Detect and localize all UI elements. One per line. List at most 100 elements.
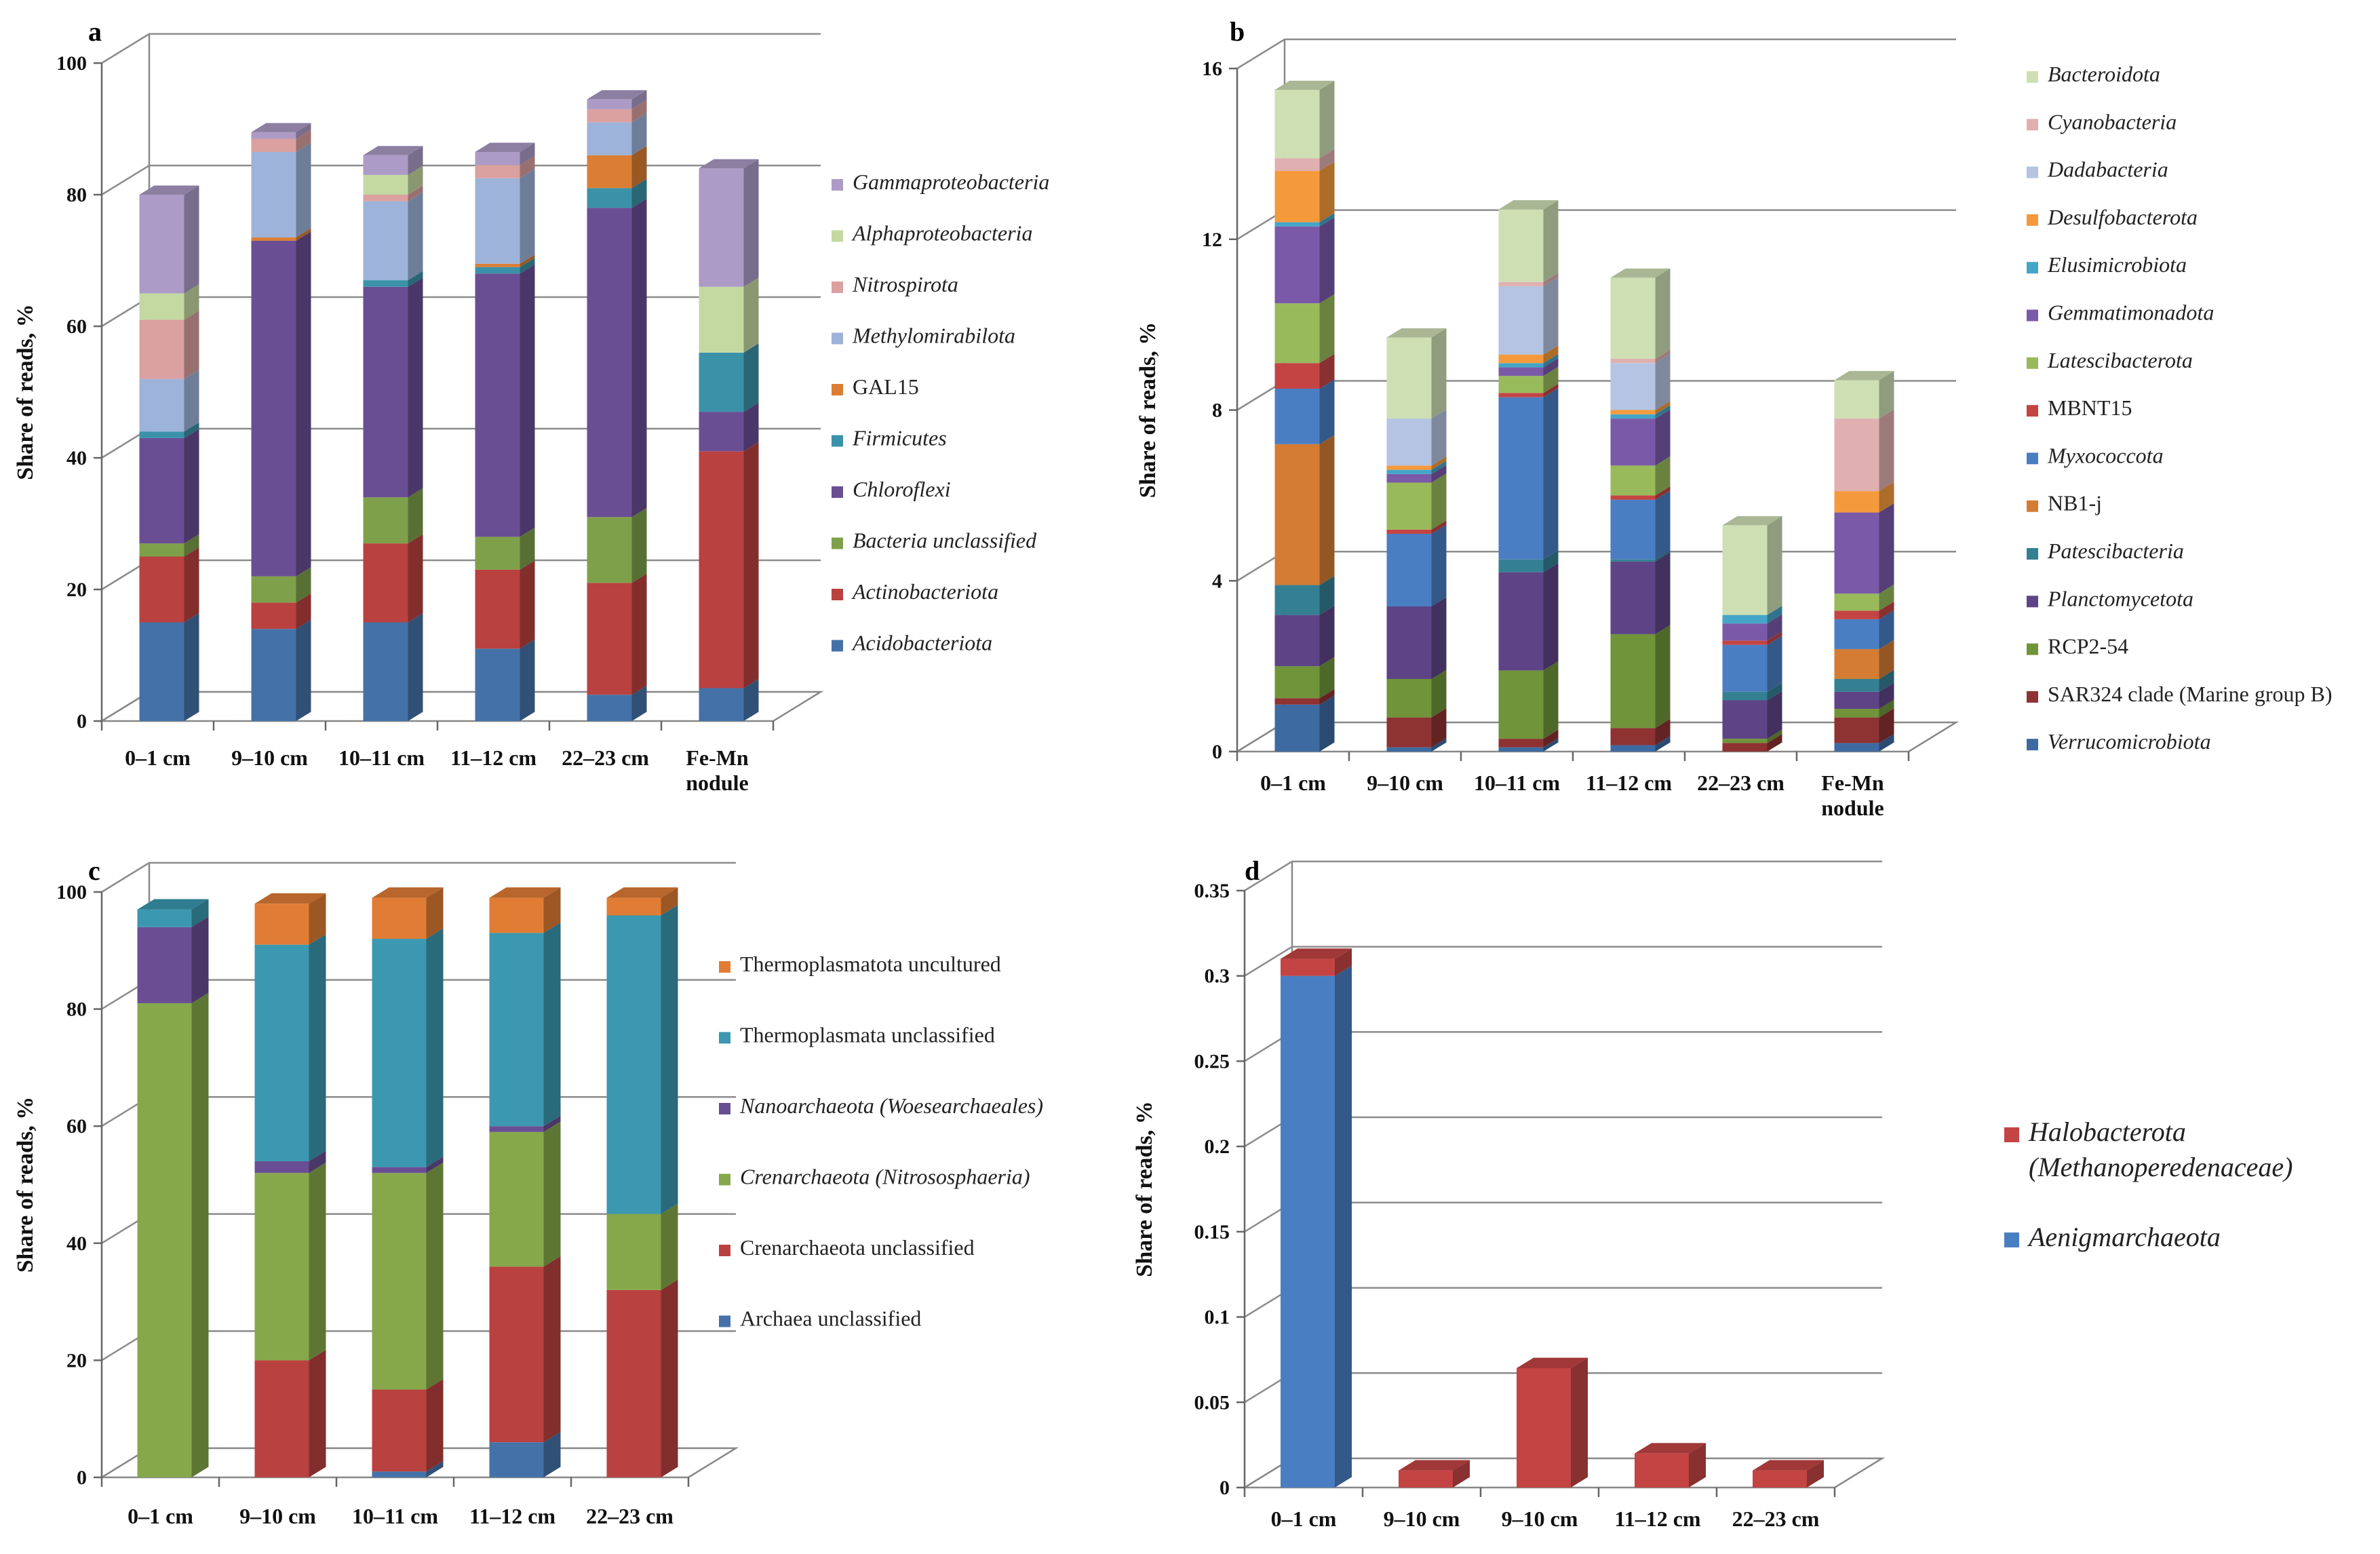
bar-side	[1319, 213, 1335, 227]
bar-side	[191, 916, 209, 1003]
bar-side	[1319, 80, 1335, 159]
bar-front	[1498, 393, 1544, 397]
bar-planctomycetota-2	[1386, 597, 1447, 680]
bar-elusimicrobiota-4	[1610, 405, 1671, 419]
bar-bacteria-unclassified-1	[139, 534, 199, 557]
bar-front	[1386, 747, 1432, 752]
bar-side	[426, 1461, 444, 1477]
legend-label: Nanoarchaeota (Woesearchaeales)	[739, 1093, 1043, 1118]
gridline	[1244, 860, 1882, 892]
x-tick-label: 9–10 cm	[1502, 1507, 1578, 1531]
bar-side	[296, 142, 311, 238]
bar-bacteria-unclassified-2	[251, 567, 311, 603]
bar-side	[520, 254, 535, 267]
bar-planctomycetota-1	[1274, 606, 1335, 667]
bar-patescibacteria-5	[1722, 682, 1782, 701]
bar-gammaproteobacteria-3	[363, 146, 423, 175]
legend-swatch	[832, 589, 843, 600]
bar-front	[1722, 623, 1768, 641]
legend-label-line2: (Methanoperedenaceae)	[2029, 1152, 2293, 1182]
bar-side	[426, 887, 444, 939]
gridline	[1244, 946, 1882, 977]
bar-archaea-unclassified-3	[372, 1461, 444, 1477]
bar-bacteroidota-2	[1386, 328, 1447, 419]
bar-front	[372, 1471, 427, 1477]
bar-front	[1722, 615, 1768, 624]
bar-front	[1498, 397, 1544, 560]
bar-side	[1319, 435, 1335, 585]
bar-front	[363, 201, 408, 281]
bar-methylomirabilota-2	[251, 142, 311, 238]
bar-gemmatimonadota-3	[1498, 358, 1559, 376]
bar-front	[699, 451, 744, 688]
bar-side	[1543, 661, 1559, 739]
bar-side	[743, 402, 759, 452]
bar-front	[1274, 303, 1320, 364]
x-tick-label: 9–10 cm	[1367, 771, 1443, 795]
bar-crenarchaeota-unclassified-3	[372, 1379, 444, 1472]
bar-front	[139, 378, 184, 432]
bar-front	[137, 909, 192, 927]
bar-side	[1879, 733, 1894, 752]
legend-label: Chloroflexi	[853, 477, 951, 501]
bar-planctomycetota-5	[1722, 691, 1782, 739]
bar-front	[489, 1266, 544, 1443]
bar-side	[184, 185, 199, 294]
bar-side	[1655, 718, 1671, 745]
legend-swatch	[832, 281, 843, 293]
y-tick-label: 0	[77, 1466, 87, 1489]
bar-patescibacteria-3	[1498, 550, 1559, 572]
bar-front	[139, 438, 184, 544]
bar-top	[363, 146, 423, 155]
x-tick-label: 11–12 cm	[469, 1504, 555, 1528]
bar-side	[1431, 597, 1447, 680]
bar-chloroflexi-2	[251, 231, 311, 577]
bar-latescibacterota-1	[1274, 294, 1335, 364]
bar-bacteroidota-3	[1498, 200, 1559, 282]
bar-front	[587, 188, 632, 208]
bar-side	[1543, 353, 1559, 368]
bar-side	[426, 1157, 444, 1173]
bar-top	[587, 90, 647, 100]
legend-swatch	[832, 179, 843, 191]
legend-item-actinobacteriota: Actinobacteriota	[832, 579, 998, 604]
bar-front	[251, 132, 296, 139]
bar-desulfobacterota-3	[1498, 345, 1559, 364]
x-tick-label: 0–1 cm	[1271, 1507, 1337, 1531]
bar-crenarchaeota-nitrososphaeria-2	[254, 1162, 326, 1361]
bar-front	[475, 178, 520, 264]
legend-label: MBNT15	[2048, 395, 2132, 420]
legend-label: Thermoplasmatota uncultured	[740, 952, 1001, 976]
legend-label: Gemmatimonadota	[2048, 300, 2214, 325]
bar-side	[296, 593, 311, 629]
bar-front	[1722, 691, 1768, 701]
bar-gammaproteobacteria-1	[139, 185, 199, 294]
bar-front	[475, 267, 520, 274]
bar-side	[1319, 688, 1335, 705]
bar-elusimicrobiota-5	[1722, 606, 1782, 624]
bar-front	[1834, 709, 1879, 718]
x-tick-label: 22–23 cm	[1732, 1507, 1820, 1531]
legend-swatch	[2027, 166, 2038, 178]
bar-front	[1274, 171, 1320, 222]
bar-chloroflexi-5	[587, 198, 647, 518]
bar-front	[1498, 747, 1544, 752]
bar-side	[184, 284, 199, 320]
legend-swatch	[2027, 119, 2038, 131]
bar-top	[1399, 1460, 1470, 1471]
y-tick-label: 100	[56, 52, 87, 75]
bar-latescibacterota-2	[1386, 473, 1447, 530]
bar-top	[606, 887, 678, 898]
bar-elusimicrobiota-2	[1386, 461, 1447, 474]
bar-side	[1543, 366, 1559, 393]
bar-verrucomicrobiota-6	[1834, 733, 1894, 752]
bar-desulfobacterota-4	[1610, 400, 1671, 414]
bar-side	[1879, 682, 1894, 710]
bar-alphaproteobacteria-1	[139, 284, 199, 320]
bar-front	[1722, 739, 1768, 743]
bar-front	[1722, 644, 1768, 692]
bar-front	[363, 497, 408, 544]
bar-acidobacteriota-2	[251, 619, 311, 721]
bar-front	[1834, 491, 1879, 513]
bar-front	[489, 897, 544, 933]
